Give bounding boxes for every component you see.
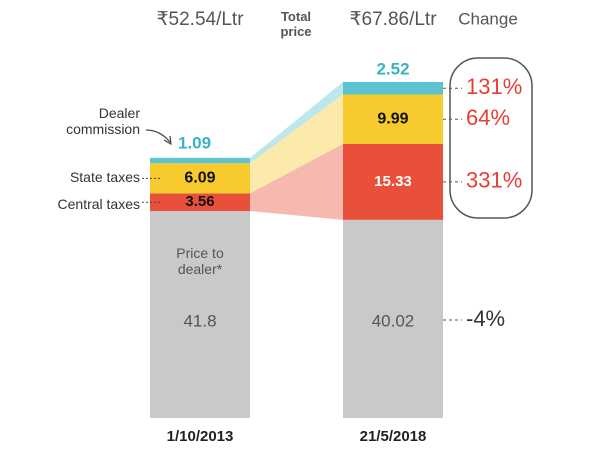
change-label: 131% bbox=[466, 74, 522, 99]
bar-segment bbox=[150, 193, 250, 212]
connector-band bbox=[250, 94, 343, 194]
bar-segment bbox=[343, 94, 443, 144]
x-tick-label: 21/5/2018 bbox=[360, 428, 427, 445]
bar-segment bbox=[150, 211, 250, 418]
series-label: Dealer commission bbox=[66, 105, 140, 138]
total-label: ₹52.54/Ltr bbox=[156, 9, 244, 30]
series-label: Central taxes bbox=[58, 196, 140, 212]
value-label: 1.09 bbox=[178, 133, 211, 152]
change-label: 331% bbox=[466, 168, 522, 193]
leader-arrow bbox=[145, 129, 171, 143]
value-label: 2.52 bbox=[376, 59, 409, 78]
connector-band bbox=[250, 82, 343, 164]
series-label-text: Dealer commission bbox=[66, 105, 140, 138]
value-label: 3.56 bbox=[185, 193, 214, 210]
value-label: 40.02 bbox=[372, 311, 415, 330]
change-highlight bbox=[449, 57, 533, 219]
change-label: -4% bbox=[466, 306, 505, 331]
bar-segment bbox=[343, 219, 443, 418]
series-label: State taxes bbox=[70, 169, 140, 185]
value-label: 9.99 bbox=[377, 110, 408, 127]
x-tick-label: 1/10/2013 bbox=[167, 428, 234, 445]
total-price-header: Total price bbox=[280, 10, 312, 39]
bar-segment bbox=[343, 143, 443, 220]
series-label: Price to dealer* bbox=[176, 245, 224, 278]
value-label: 41.8 bbox=[183, 311, 216, 330]
bar-segment bbox=[150, 157, 250, 164]
total-price-text: Total price bbox=[280, 10, 312, 39]
value-label: 6.09 bbox=[184, 170, 215, 187]
total-label: ₹67.86/Ltr bbox=[349, 9, 437, 30]
change-header: Change bbox=[458, 9, 518, 28]
connector-band bbox=[250, 143, 343, 220]
change-label: 64% bbox=[466, 105, 510, 130]
value-label: 15.33 bbox=[374, 173, 412, 190]
bar-segment bbox=[343, 82, 443, 95]
series-label-text: Price to dealer* bbox=[176, 245, 224, 278]
bar-segment bbox=[150, 163, 250, 194]
leader-arrowhead bbox=[163, 135, 172, 146]
